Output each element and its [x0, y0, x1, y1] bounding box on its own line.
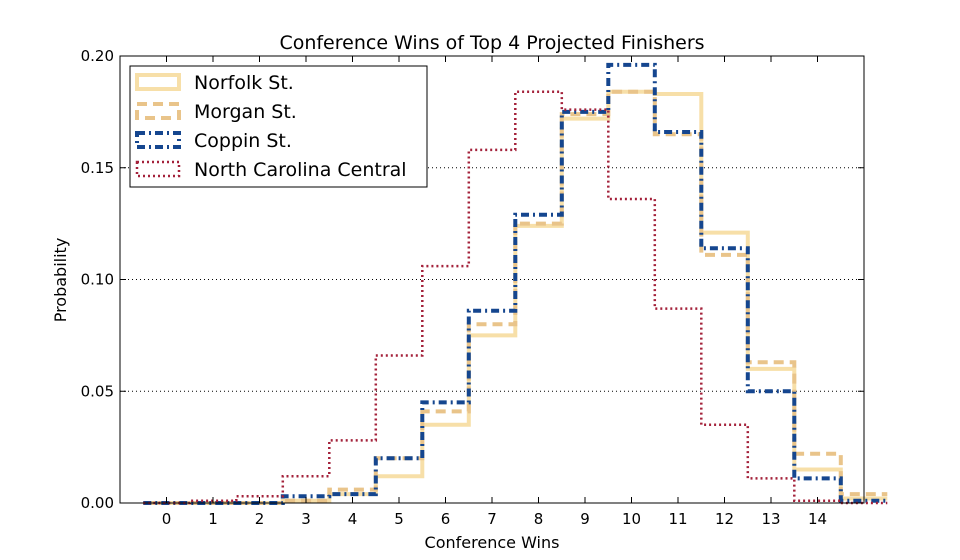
legend-swatch: [135, 73, 181, 91]
x-tick-label: 0: [162, 510, 172, 528]
legend-label: Norfolk St.: [194, 72, 294, 94]
x-tick-label: 7: [487, 510, 497, 528]
y-tick-label: 0.10: [81, 271, 114, 289]
legend: Norfolk St. Morgan St. Coppin St. North Car…: [129, 65, 428, 188]
y-axis-title: Probability: [51, 238, 70, 323]
x-tick-label: 10: [622, 510, 641, 528]
x-tick-label: 2: [255, 510, 265, 528]
legend-swatch: [135, 131, 181, 149]
y-gridlines: [120, 167, 864, 392]
legend-label: Coppin St.: [194, 130, 292, 152]
x-axis-title: Conference Wins: [425, 533, 560, 552]
x-tick-label: 1: [208, 510, 218, 528]
series-line-1: [143, 89, 888, 505]
x-axis: 0 1 2 3 4 5 6 7 8 9 10 11 12 13 14: [162, 56, 827, 528]
x-tick-label: 6: [441, 510, 451, 528]
y-axis: 0.00 0.05 0.10 0.15 0.20: [81, 47, 864, 512]
x-tick-label: 8: [534, 510, 544, 528]
x-tick-label: 4: [348, 510, 358, 528]
x-tick-label: 9: [580, 510, 590, 528]
x-tick-label: 11: [668, 510, 687, 528]
chart-title: Conference Wins of Top 4 Projected Finis…: [279, 32, 704, 54]
series-layer: [143, 62, 888, 505]
x-tick-label: 14: [808, 510, 827, 528]
legend-swatch: [135, 102, 181, 120]
legend-label: North Carolina Central: [194, 159, 407, 181]
y-tick-label: 0.15: [81, 159, 114, 177]
x-tick-label: 13: [761, 510, 780, 528]
x-tick-label: 3: [301, 510, 311, 528]
legend-label: Morgan St.: [194, 101, 297, 123]
y-tick-label: 0.00: [81, 494, 114, 512]
legend-swatch: [135, 160, 181, 178]
x-tick-label: 12: [715, 510, 734, 528]
series-line-2: [143, 62, 888, 505]
x-tick-label: 5: [394, 510, 404, 528]
y-tick-label: 0.20: [81, 47, 114, 65]
y-tick-label: 0.05: [81, 382, 114, 400]
